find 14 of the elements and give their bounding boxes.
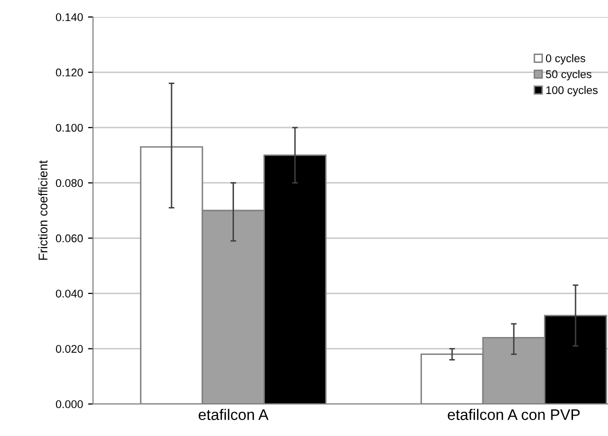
y-tick-label: 0.100 bbox=[56, 124, 83, 132]
y-tick-label: 0.080 bbox=[56, 179, 83, 187]
legend-label: 0 cycles bbox=[546, 54, 586, 64]
y-tick-label: 0.000 bbox=[56, 400, 83, 408]
y-tick-label: 0.060 bbox=[56, 234, 83, 242]
legend-label: 50 cycles bbox=[546, 70, 592, 80]
legend-label: 100 cycles bbox=[546, 86, 598, 96]
y-tick-label: 0.040 bbox=[56, 290, 83, 298]
y-tick-label: 0.020 bbox=[56, 344, 83, 353]
x-tick-label: etafilcon A bbox=[198, 408, 268, 420]
y-axis-title: Friction coefficient bbox=[38, 160, 48, 260]
x-tick-label: etafilcon A con PVP bbox=[448, 408, 580, 420]
y-tick-label: 0.140 bbox=[56, 13, 83, 22]
y-tick-label: 0.120 bbox=[56, 68, 83, 76]
